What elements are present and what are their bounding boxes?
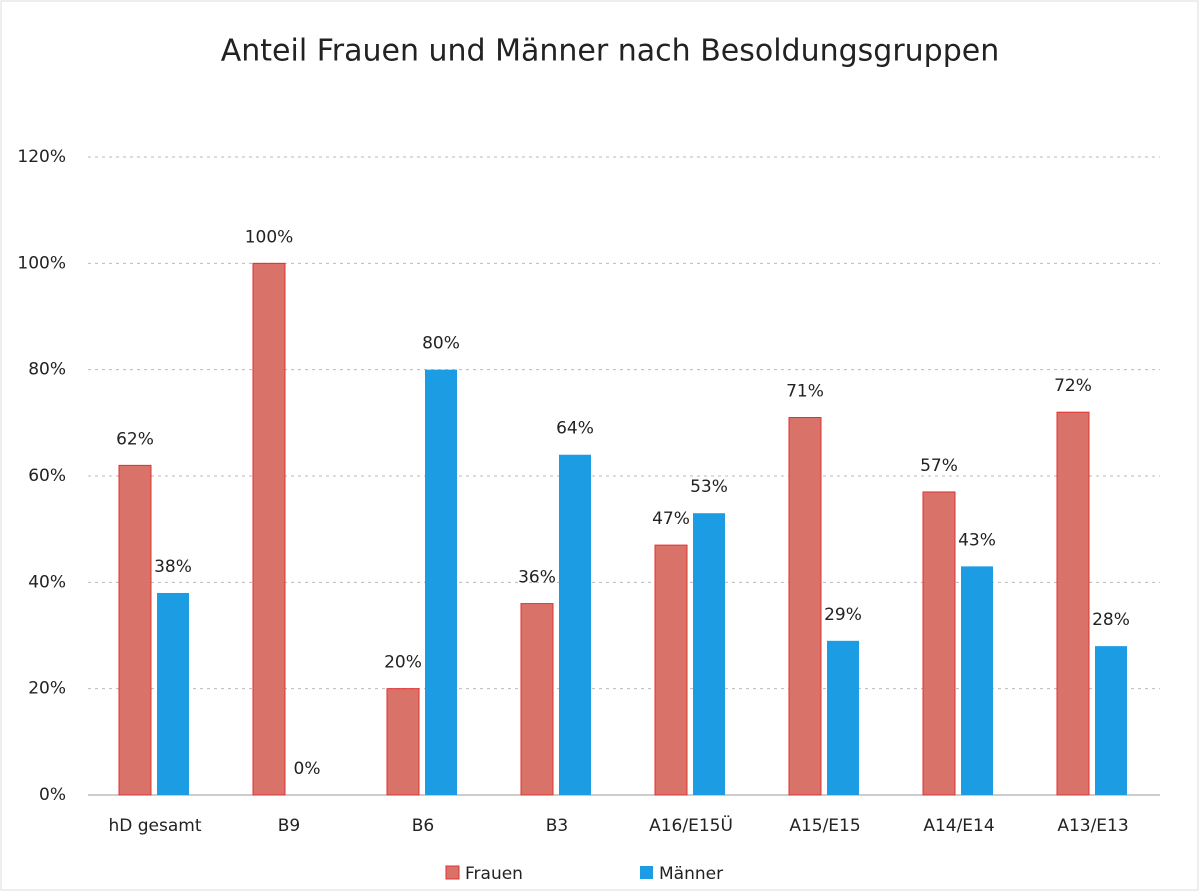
y-tick-label: 20% <box>28 679 66 699</box>
x-tick-label: B9 <box>278 816 300 836</box>
data-label: 47% <box>652 509 690 529</box>
data-label: 71% <box>786 382 824 402</box>
bar <box>827 640 859 795</box>
data-label: 0% <box>294 759 321 779</box>
x-tick-label: A15/E15 <box>789 816 860 836</box>
bar <box>157 592 189 795</box>
y-tick-label: 0% <box>39 785 66 805</box>
x-tick-label: A16/E15Ü <box>649 814 733 836</box>
legend-label: Männer <box>659 864 723 884</box>
data-label: 36% <box>518 568 556 588</box>
bar <box>520 603 554 796</box>
bar <box>118 464 152 796</box>
data-label: 43% <box>958 530 996 550</box>
data-label: 20% <box>384 653 422 673</box>
bar <box>1056 411 1090 796</box>
data-label: 28% <box>1092 610 1130 630</box>
chart-title: Anteil Frauen und Männer nach Besoldungs… <box>221 34 1000 69</box>
y-tick-label: 120% <box>17 147 66 167</box>
bar <box>693 513 725 795</box>
y-tick-label: 80% <box>28 360 66 380</box>
bar <box>559 454 591 795</box>
y-tick-label: 100% <box>17 253 66 273</box>
bar <box>252 262 286 796</box>
data-label: 38% <box>154 557 192 577</box>
data-label: 100% <box>245 227 294 247</box>
bar <box>386 688 420 796</box>
x-tick-label: B6 <box>412 816 434 836</box>
legend-swatch <box>640 866 653 879</box>
y-tick-label: 40% <box>28 572 66 592</box>
x-tick-label: B3 <box>546 816 568 836</box>
data-label: 64% <box>556 419 594 439</box>
bar <box>1095 646 1127 795</box>
x-tick-label: hD gesamt <box>108 816 201 836</box>
legend-swatch <box>445 865 460 880</box>
bar <box>961 566 993 795</box>
legend-label: Frauen <box>465 864 523 884</box>
data-label: 53% <box>690 477 728 497</box>
data-label: 72% <box>1054 376 1092 396</box>
bar <box>654 544 688 796</box>
bar <box>788 417 822 796</box>
x-tick-label: A13/E13 <box>1057 816 1128 836</box>
data-label: 80% <box>422 334 460 354</box>
bar <box>922 491 956 796</box>
y-tick-label: 60% <box>28 466 66 486</box>
data-label: 29% <box>824 605 862 625</box>
bar <box>425 369 457 795</box>
data-label: 57% <box>920 456 958 476</box>
x-tick-label: A14/E14 <box>923 816 994 836</box>
data-label: 62% <box>116 429 154 449</box>
